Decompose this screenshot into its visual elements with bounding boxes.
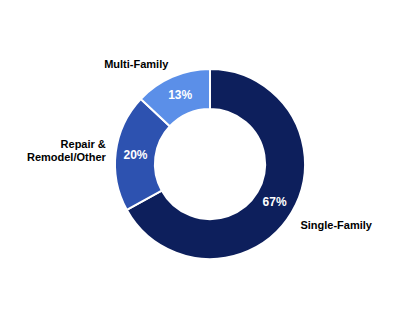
category-label-line: Remodel/Other	[27, 151, 107, 163]
slices	[115, 69, 305, 259]
category-label: Repair &Remodel/Other	[27, 138, 107, 163]
pie-group: 67% 20% 13% Single-Family Repair &Remodel/Ot…	[27, 58, 373, 259]
data-label: 20%	[124, 148, 148, 162]
category-label-line: Single-Family	[300, 219, 372, 231]
data-label: 13%	[168, 88, 192, 102]
category-label-line: Multi-Family	[104, 58, 169, 70]
category-label: Multi-Family	[104, 58, 169, 70]
category-label-line: Repair &	[61, 138, 106, 150]
data-labels: 67% 20% 13%	[124, 88, 287, 209]
slice	[141, 69, 210, 126]
category-labels: Single-Family Repair &Remodel/Other Multi-…	[27, 58, 373, 232]
chart: 67% 20% 13% Single-Family Repair &Remodel/Ot…	[0, 0, 394, 328]
data-label: 67%	[263, 195, 287, 209]
category-label: Single-Family	[300, 219, 372, 231]
